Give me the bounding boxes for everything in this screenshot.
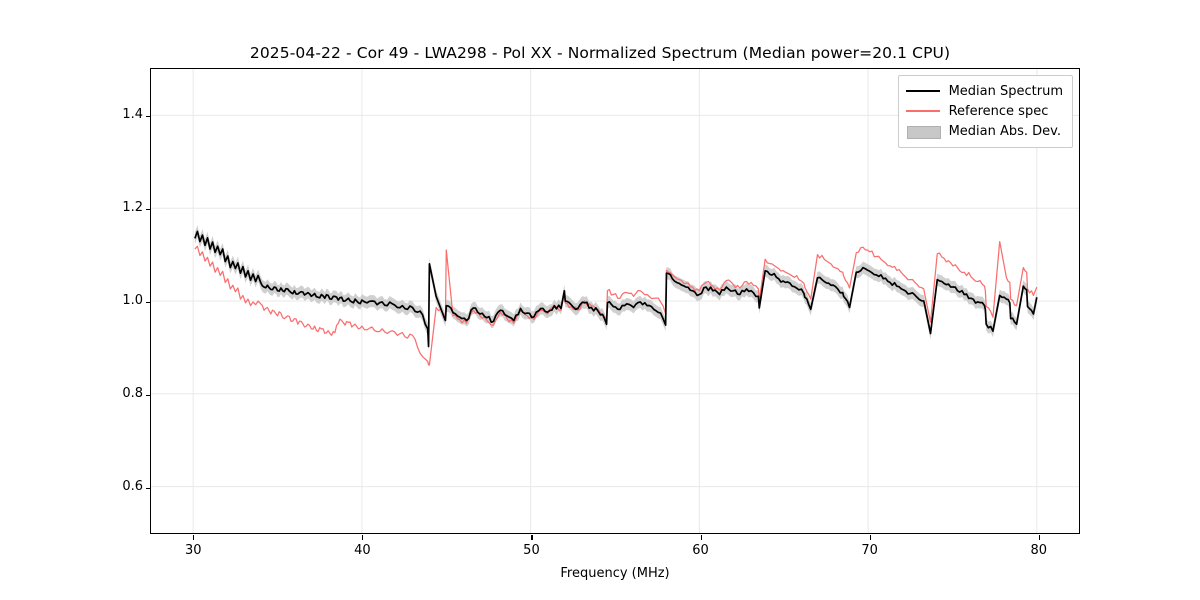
x-tick-label: 40: [354, 543, 371, 558]
legend-patch: [906, 126, 941, 139]
y-tick-label: 0.6: [122, 479, 143, 495]
x-tick-label: 50: [523, 543, 540, 558]
y-tick-label: 1.0: [122, 293, 143, 308]
legend-patch-swatch: [906, 124, 941, 139]
plot-title: 2025-04-22 - Cor 49 - LWA298 - Pol XX - …: [249, 44, 951, 62]
median-spectrum-line: [194, 230, 1038, 348]
legend-line: [905, 110, 940, 112]
legend[interactable]: Median Spectrum Reference spec Median Abs.…: [897, 75, 1073, 148]
legend-line-swatch: [905, 84, 940, 98]
x-tick-mark: [362, 535, 364, 540]
x-tick-label: 70: [861, 543, 878, 558]
data-series-layer: [194, 225, 1038, 366]
legend-line: [905, 90, 940, 92]
x-tick-mark: [193, 535, 195, 540]
legend-item[interactable]: Reference spec: [905, 101, 1063, 121]
x-tick-label: 30: [184, 543, 202, 558]
y-tick-label: 0.8: [122, 386, 143, 402]
x-tick-label: 60: [692, 543, 709, 558]
y-tick-label: 1.2: [122, 199, 143, 215]
y-tick-label: 1.4: [122, 106, 143, 122]
y-tick-mark: [146, 395, 151, 397]
legend-item[interactable]: Median Spectrum: [905, 81, 1063, 101]
legend-line-swatch: [905, 104, 940, 118]
x-tick-mark: [700, 535, 702, 540]
plot-axes: Median Spectrum Reference spec Median Abs.…: [122, 68, 1080, 558]
legend-item[interactable]: Median Abs. Dev.: [906, 121, 1063, 141]
x-tick-mark: [1038, 535, 1040, 540]
mad-band: [194, 225, 1037, 353]
legend-label: Reference spec: [948, 103, 1049, 119]
reference-spectrum-line: [194, 240, 1038, 366]
y-tick-mark: [146, 208, 151, 210]
x-tick-mark: [869, 535, 871, 540]
x-axis-label: Frequency (MHz): [560, 566, 670, 581]
x-tick-label: 80: [1030, 543, 1047, 558]
legend-label: Median Spectrum: [948, 83, 1063, 99]
x-tick-mark: [531, 535, 533, 540]
legend-label: Median Abs. Dev.: [948, 123, 1062, 139]
y-tick-mark: [146, 115, 151, 117]
y-tick-mark: [146, 302, 151, 304]
y-tick-mark: [146, 488, 151, 490]
